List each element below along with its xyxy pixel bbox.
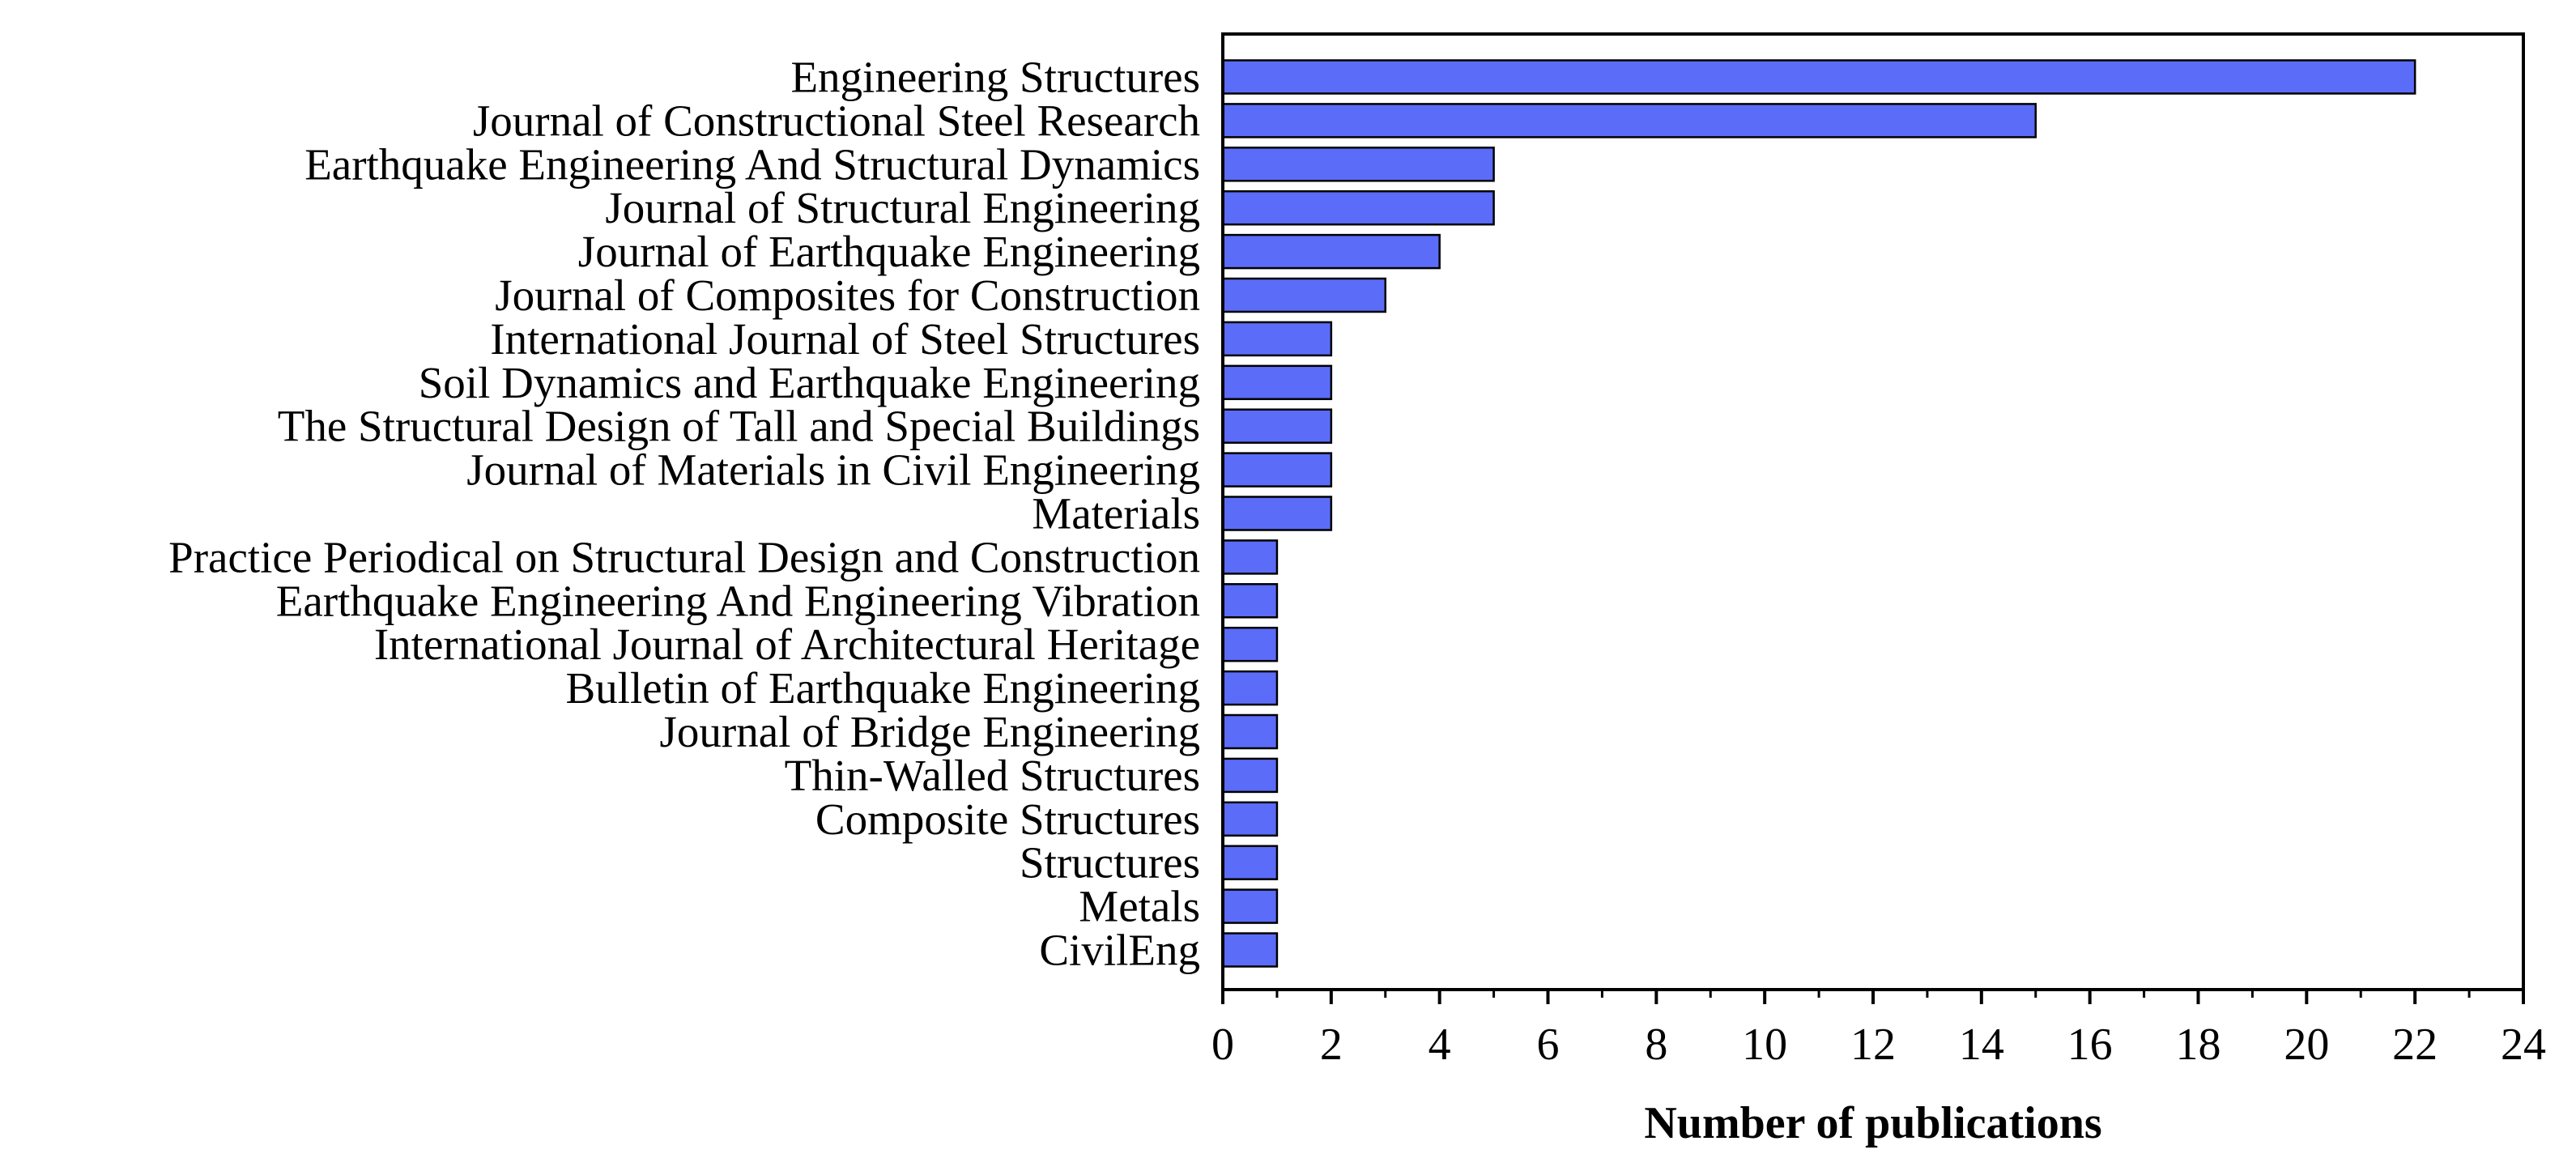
bar [1221, 233, 1441, 270]
bar [1221, 626, 1279, 662]
x-tick-label: 8 [1645, 1020, 1667, 1070]
category-label: Structures [1020, 838, 1200, 888]
bar [1221, 888, 1279, 924]
bar [1221, 583, 1279, 619]
category-label: Thin-Walled Structures [785, 751, 1200, 800]
category-label: Bulletin of Earthquake Engineering [565, 663, 1200, 713]
x-tick-label: 22 [2392, 1020, 2438, 1070]
x-axis-ticks: 0 2 4 6 8 10 12 14 16 18 20 22 24 [1211, 990, 2546, 1070]
x-tick-label: 10 [1742, 1020, 1787, 1070]
bar [1221, 670, 1279, 706]
x-tick-label: 6 [1537, 1020, 1560, 1070]
category-label: Metals [1079, 882, 1200, 931]
x-tick-label: 0 [1211, 1020, 1234, 1070]
bar [1221, 277, 1386, 313]
category-label: Engineering Structures [790, 53, 1200, 102]
category-label: Journal of Bridge Engineering [660, 707, 1200, 756]
x-tick-label: 16 [2067, 1020, 2113, 1070]
bar [1221, 932, 1279, 968]
category-label: Earthquake Engineering And Structural Dy… [304, 139, 1200, 189]
category-label: The Structural Design of Tall and Specia… [278, 402, 1200, 451]
category-label: Soil Dynamics and Earthquake Engineering [419, 358, 1200, 407]
bar [1221, 408, 1333, 444]
category-label: International Journal of Architectural H… [374, 620, 1200, 669]
bar [1221, 321, 1333, 357]
plot-frame [1221, 32, 2525, 991]
bars-layer [1221, 59, 2416, 968]
x-tick-label: 24 [2501, 1020, 2546, 1070]
category-label: Practice Periodical on Structural Design… [168, 532, 1200, 581]
category-label: Earthquake Engineering And Engineering V… [276, 576, 1200, 625]
category-label: Journal of Constructional Steel Research [473, 96, 1200, 145]
bar [1221, 496, 1333, 531]
x-tick-label: 12 [1850, 1020, 1896, 1070]
x-tick-label: 20 [2284, 1020, 2329, 1070]
x-tick-label: 2 [1320, 1020, 1343, 1070]
category-label: Journal of Earthquake Engineering [578, 227, 1200, 276]
category-label: Materials [1032, 489, 1200, 539]
bar [1221, 713, 1279, 750]
bar [1221, 452, 1333, 488]
category-label: CivilEng [1039, 926, 1200, 975]
bar [1221, 103, 2037, 138]
bar [1221, 845, 1279, 880]
category-label: Composite Structures [815, 794, 1200, 844]
x-tick-label: 4 [1429, 1020, 1451, 1070]
x-tick-label: 18 [2176, 1020, 2221, 1070]
bar [1221, 539, 1279, 575]
bar [1221, 364, 1333, 401]
bar [1221, 59, 2416, 95]
bar [1221, 189, 1495, 226]
x-axis-title: Number of publications [1644, 1098, 2101, 1148]
category-label: International Journal of Steel Structure… [490, 314, 1200, 364]
bar [1221, 147, 1495, 182]
bar [1221, 801, 1279, 837]
category-label: Journal of Structural Engineering [605, 183, 1200, 232]
bar [1221, 757, 1279, 794]
category-label: Journal of Composites for Construction [495, 270, 1200, 320]
x-tick-label: 14 [1959, 1020, 2004, 1070]
category-label: Journal of Materials in Civil Engineerin… [466, 445, 1200, 495]
